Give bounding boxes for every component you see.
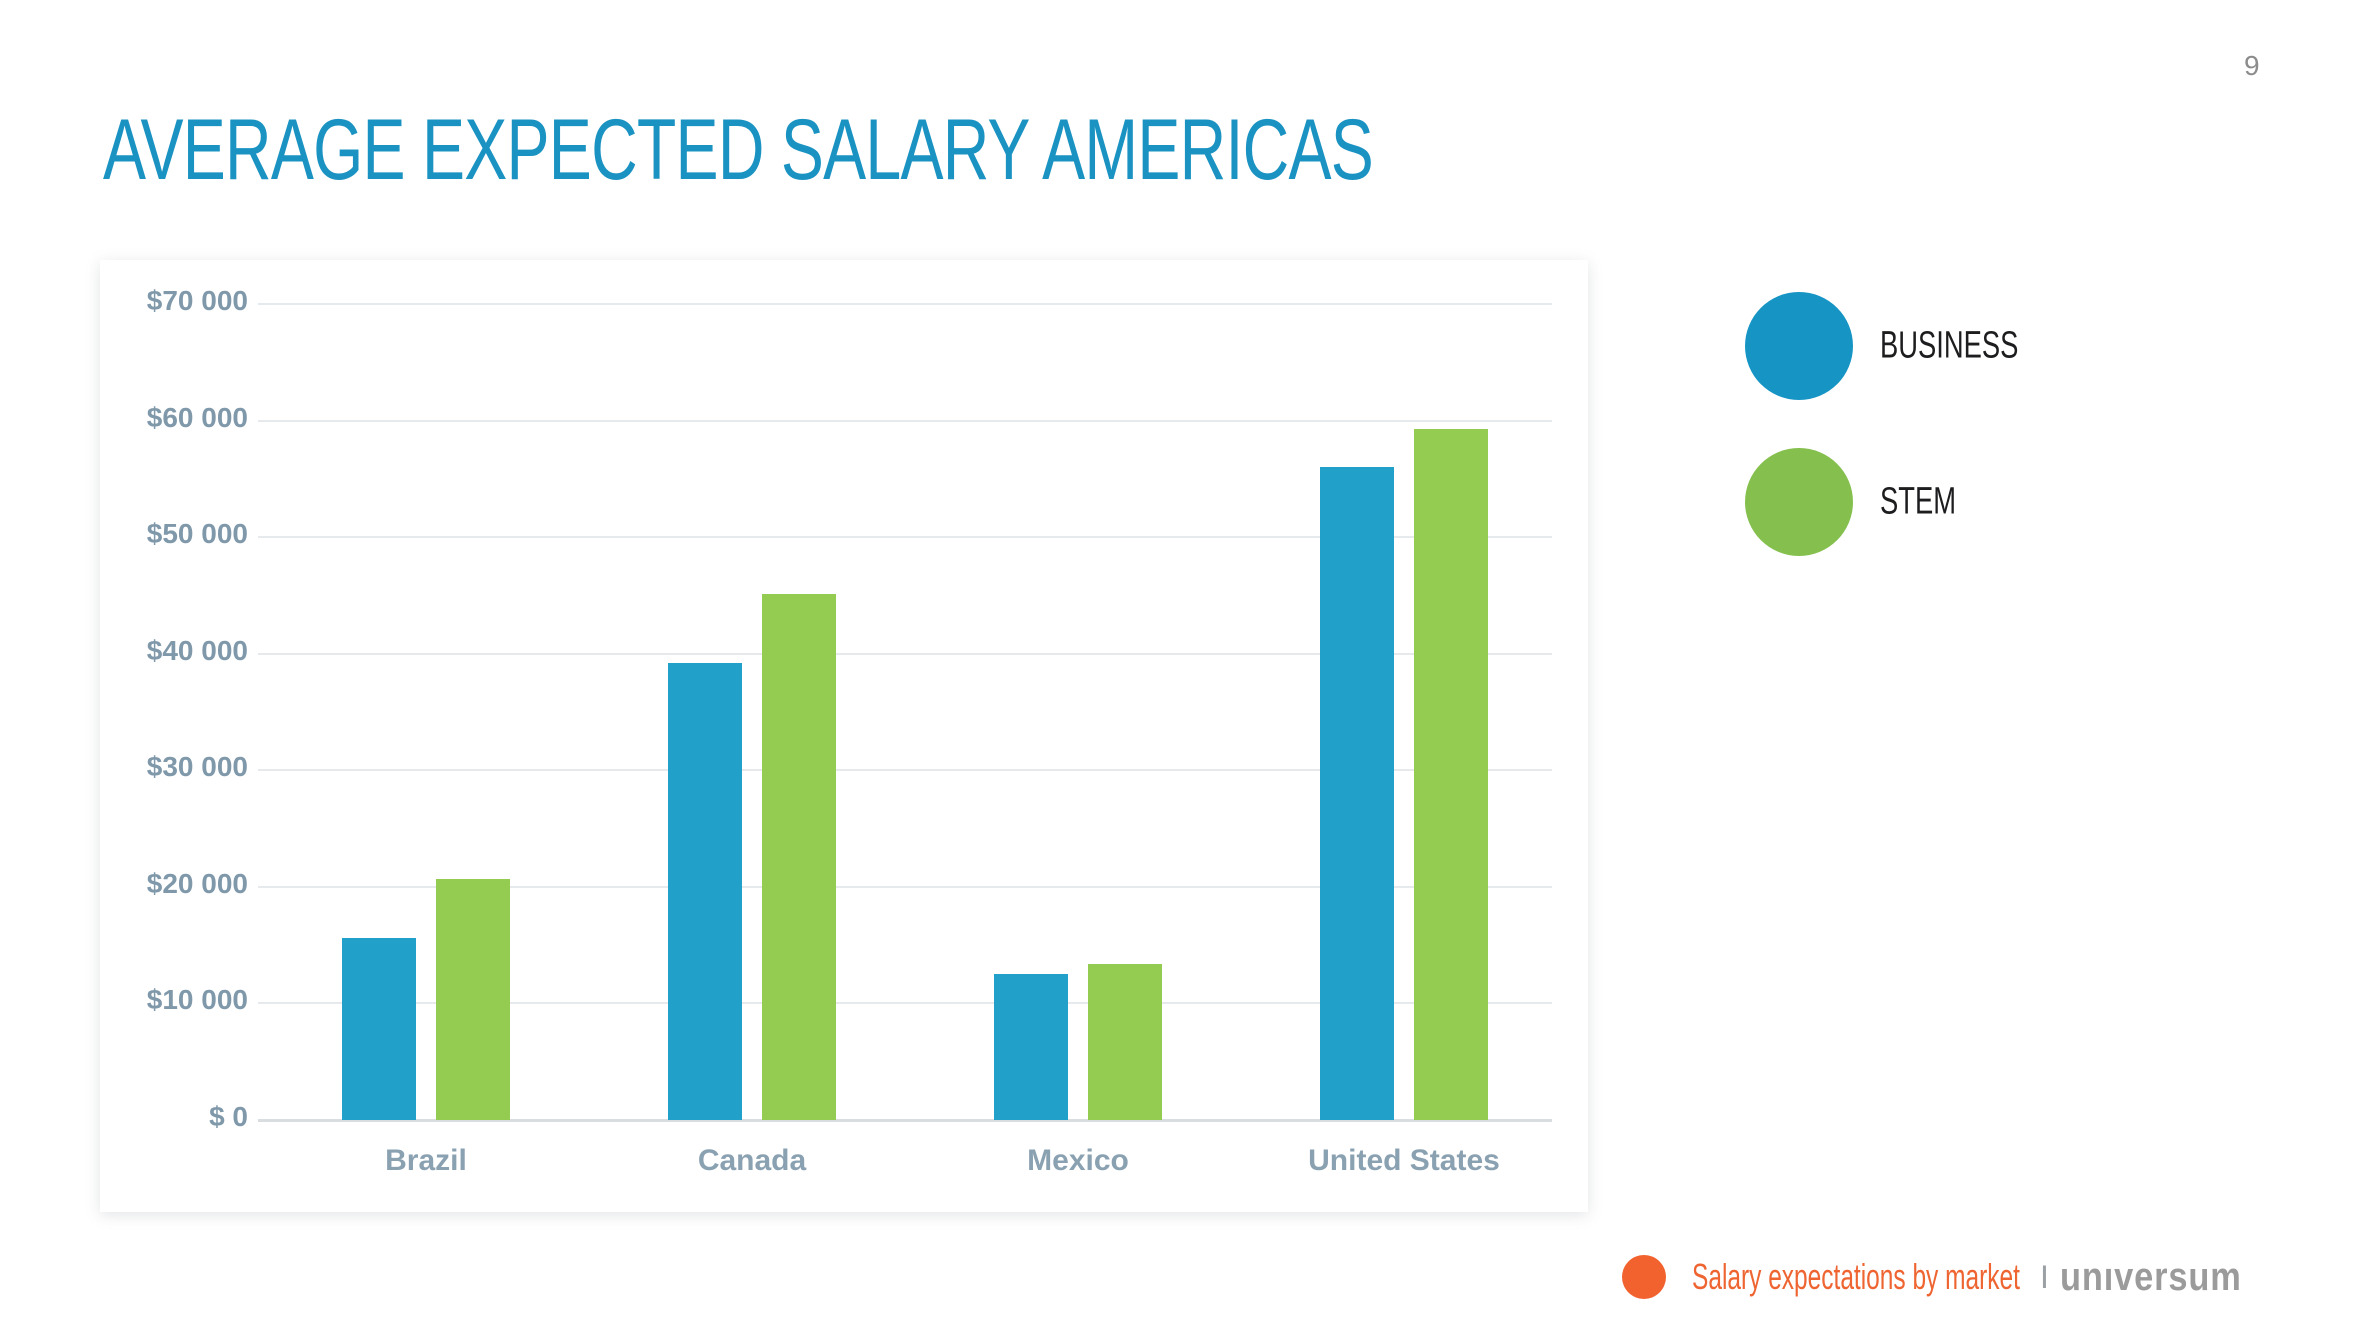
gridline	[258, 652, 1552, 655]
gridline	[258, 885, 1552, 888]
bar-brazil-business	[342, 938, 416, 1120]
footer-tagline: Salary expectations by market	[1692, 1255, 2174, 1299]
page-number: 9	[2244, 50, 2260, 81]
bar-united-states-business	[1320, 467, 1394, 1120]
footer-accent-dot-icon	[1622, 1255, 1666, 1299]
x-category-label: Brazil	[385, 1144, 467, 1177]
legend-label-text: BUSINESS	[1880, 324, 2019, 367]
legend-label: STEM	[1880, 481, 1986, 524]
x-axis-line	[258, 1119, 1552, 1122]
x-category-label: United States	[1308, 1144, 1500, 1177]
gridline	[258, 303, 1552, 305]
legend-label-text: STEM	[1880, 480, 1957, 523]
y-tick-label: $60 000	[146, 401, 248, 433]
universum-logo-text: unıversum	[2060, 1255, 2242, 1299]
gridline	[258, 419, 1552, 422]
bar-mexico-stem	[1088, 963, 1162, 1120]
gridline	[258, 536, 1552, 539]
y-tick-label: $70 000	[146, 285, 248, 316]
bar-united-states-stem	[1414, 428, 1488, 1120]
gridline	[258, 769, 1552, 772]
footer-tagline-text: Salary expectations by market	[1692, 1256, 2020, 1297]
stem-legend-swatch	[1745, 448, 1853, 556]
page-title-text: AVERAGE EXPECTED SALARY AMERICAS	[103, 102, 1374, 198]
legend-label: BUSINESS	[1880, 325, 2072, 368]
universum-logo: unıversum	[2060, 1252, 2271, 1302]
page-title: AVERAGE EXPECTED SALARY AMERICAS	[103, 104, 1796, 196]
y-tick-label: $10 000	[146, 984, 248, 1016]
footer-separator: I	[2040, 1259, 2049, 1295]
y-tick-label: $30 000	[146, 751, 248, 783]
bar-mexico-business	[994, 974, 1068, 1120]
y-tick-label: $40 000	[146, 634, 248, 666]
bar-brazil-stem	[436, 878, 510, 1120]
bar-chart: $70 000 $60 000 $50 000 $40 000 $30 000 $20 0…	[100, 260, 1588, 1212]
x-category-label: Mexico	[1027, 1144, 1129, 1177]
gridline	[258, 1002, 1552, 1005]
bar-canada-business	[668, 663, 742, 1120]
x-category-label: Canada	[697, 1144, 807, 1177]
y-tick-label: $20 000	[146, 867, 248, 899]
y-tick-label: $ 0	[209, 1101, 248, 1132]
y-tick-label: $50 000	[146, 518, 248, 550]
business-legend-swatch	[1745, 292, 1853, 400]
bar-canada-stem	[762, 594, 836, 1120]
